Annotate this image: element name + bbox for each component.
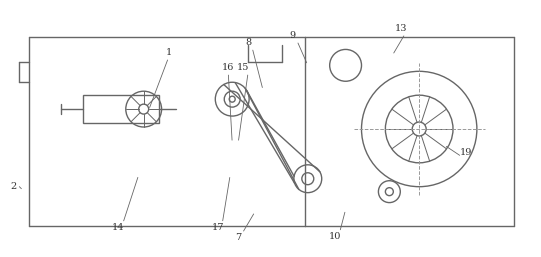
Text: 17: 17 [212,223,225,232]
Text: 10: 10 [328,232,341,241]
Text: 9: 9 [290,31,296,40]
Text: 13: 13 [395,24,407,33]
Text: 8: 8 [245,38,251,47]
Text: 15: 15 [237,63,249,72]
Bar [83,95,159,123]
Text: 14: 14 [111,223,124,232]
Text: 1: 1 [166,48,171,57]
Text: 16: 16 [222,63,234,72]
Text: 19: 19 [460,148,472,157]
Text: 2: 2 [10,182,17,191]
Text: 7: 7 [235,233,241,242]
